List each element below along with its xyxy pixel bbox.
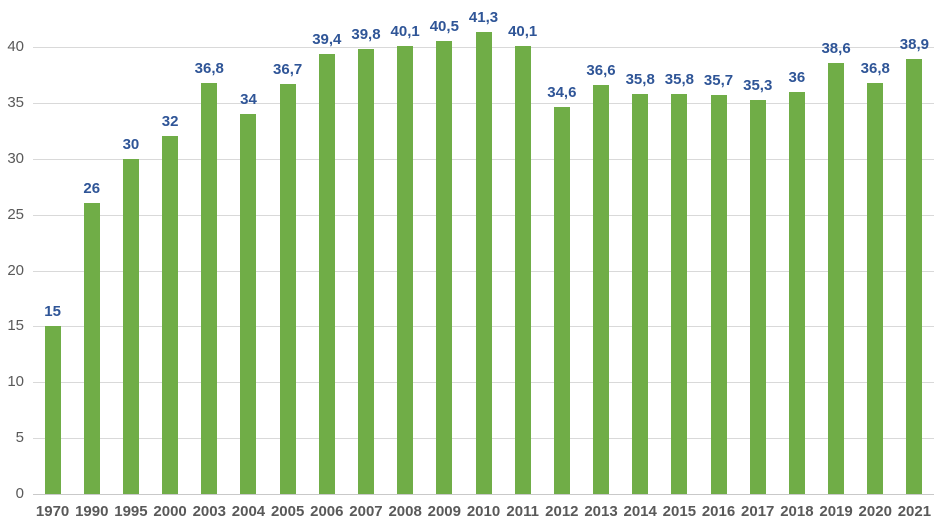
x-axis-tick-label: 2006 (310, 503, 344, 520)
bar-value-label: 36,8 (860, 59, 890, 77)
bar-value-label: 38,6 (821, 39, 851, 57)
bar-value-label: 40,1 (390, 22, 420, 40)
bar-value-label: 15 (44, 303, 61, 321)
bar-value-label: 34 (240, 91, 257, 109)
x-axis-tick-label: 2000 (153, 503, 187, 520)
x-axis-tick-label: 2016 (701, 503, 736, 520)
bar (906, 59, 923, 494)
y-axis-tick-label: 10 (7, 373, 24, 391)
bar (475, 32, 492, 494)
bar (397, 45, 414, 494)
bar (279, 83, 296, 494)
bar-value-label: 36 (788, 68, 806, 86)
bar (867, 82, 884, 494)
bar (710, 95, 727, 494)
y-axis-tick-label: 40 (7, 38, 24, 55)
x-axis-line (33, 494, 934, 495)
bar-value-label: 26 (83, 180, 101, 198)
y-axis-tick-label: 5 (15, 429, 24, 447)
y-axis-tick-label: 25 (7, 205, 24, 223)
x-axis-tick-label: 2018 (780, 503, 814, 520)
bar (749, 99, 766, 494)
bar-value-label: 35,3 (743, 76, 773, 94)
x-axis-tick-label: 2014 (623, 503, 657, 520)
bar (632, 93, 649, 494)
bar-value-label: 35,7 (703, 72, 734, 90)
bar-value-label: 39,8 (351, 26, 381, 44)
x-axis-tick-label: 2008 (388, 503, 422, 520)
x-axis-tick-label: 2004 (231, 503, 266, 520)
x-axis-tick-label: 2013 (584, 503, 618, 520)
bar (240, 114, 257, 494)
x-axis-tick-label: 2019 (819, 503, 853, 520)
bar (514, 45, 531, 494)
y-axis-tick-label: 15 (7, 317, 24, 335)
y-axis-tick-label: 35 (7, 93, 24, 111)
x-axis-tick-label: 2011 (506, 503, 539, 520)
bar-value-label: 36,7 (273, 60, 303, 78)
x-axis-tick-label: 1995 (114, 503, 148, 520)
bar (357, 49, 374, 494)
bar (162, 136, 179, 494)
bar-value-label: 34,6 (547, 84, 577, 102)
bar-value-label: 35,8 (664, 70, 694, 88)
bar (436, 41, 453, 494)
bar-value-label: 40,1 (508, 22, 538, 40)
x-axis-tick-label: 2003 (192, 503, 226, 520)
y-axis-tick-label: 30 (7, 149, 24, 167)
bar (593, 84, 610, 494)
bar (122, 158, 139, 494)
bar (788, 91, 805, 494)
bar-value-label: 36,8 (194, 59, 224, 77)
bar-value-label: 40,5 (429, 18, 459, 36)
bar-value-label: 39,4 (312, 30, 342, 48)
y-axis-tick-label: 0 (15, 485, 24, 502)
bar (201, 82, 218, 494)
bar-value-label: 41,3 (468, 9, 499, 27)
bar-value-label: 38,9 (899, 36, 930, 54)
x-axis-tick-label: 2020 (858, 503, 892, 520)
bar-value-label: 35,8 (625, 70, 655, 88)
x-axis-tick-label: 2017 (741, 503, 775, 520)
x-axis-tick-label: 1990 (75, 503, 109, 520)
x-axis-tick-label: 1970 (35, 503, 70, 520)
bar (318, 53, 335, 494)
x-axis-tick-label: 2007 (349, 503, 383, 520)
bar (553, 107, 570, 494)
x-axis-tick-label: 2009 (427, 503, 461, 520)
bar-value-label: 32 (161, 113, 179, 131)
bar (83, 203, 100, 494)
x-axis-tick-label: 2005 (270, 503, 305, 520)
bar-value-label: 36,6 (586, 61, 616, 79)
y-axis-tick-label: 20 (7, 261, 24, 279)
x-axis-tick-label: 2012 (545, 503, 579, 520)
x-axis-tick-label: 2010 (466, 503, 501, 520)
x-axis-tick-label: 2015 (662, 503, 697, 520)
bar (44, 326, 61, 494)
bar (671, 93, 688, 494)
bar-value-label: 30 (122, 135, 140, 153)
x-axis-tick-label: 2021 (897, 503, 932, 520)
bar (828, 62, 845, 494)
